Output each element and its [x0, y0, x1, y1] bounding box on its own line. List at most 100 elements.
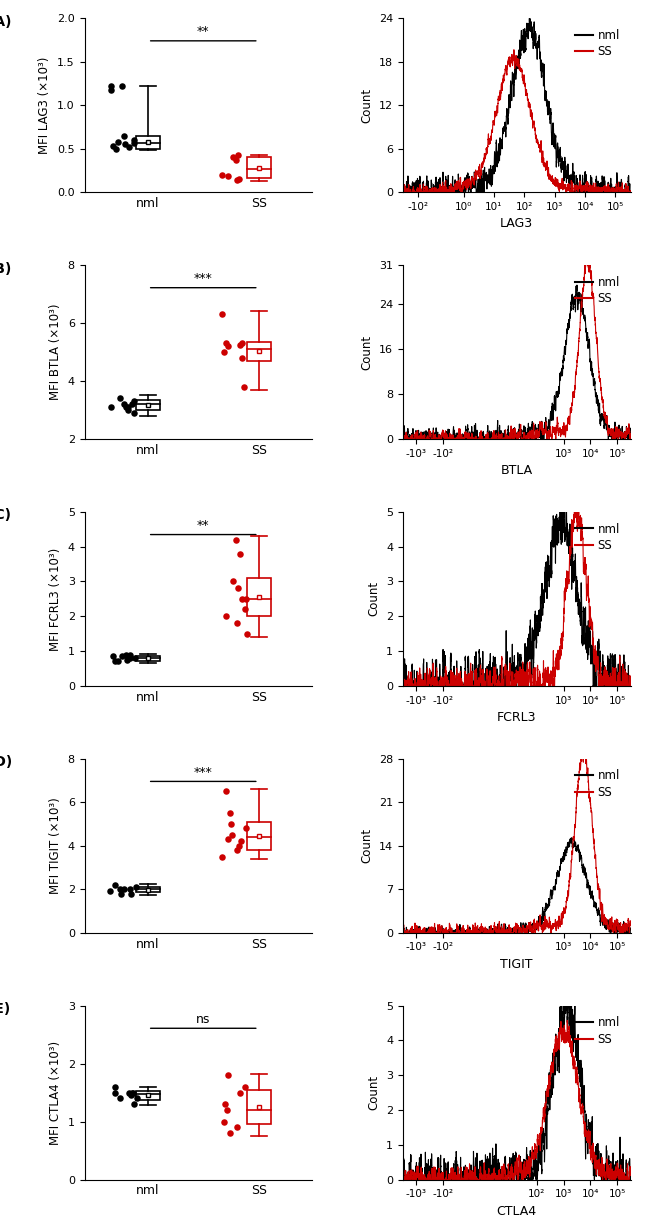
Point	[231, 170, 242, 190]
Point	[236, 832, 246, 851]
Point	[124, 400, 134, 420]
Point	[222, 829, 233, 849]
Point	[217, 305, 228, 325]
Point	[221, 333, 231, 353]
Text: (A): (A)	[0, 15, 12, 29]
Point	[233, 579, 243, 598]
Point	[125, 879, 135, 899]
Point	[108, 647, 118, 666]
Point	[228, 147, 239, 167]
Y-axis label: MFI LAG3 (×10³): MFI LAG3 (×10³)	[38, 56, 51, 154]
Point	[240, 599, 250, 619]
Point	[112, 133, 123, 152]
Point	[223, 167, 233, 186]
Legend: nml, SS: nml, SS	[570, 518, 625, 557]
Point	[232, 840, 242, 860]
Point	[106, 80, 116, 100]
Point	[235, 336, 245, 355]
Point	[120, 135, 130, 154]
Y-axis label: Count: Count	[361, 88, 374, 123]
Point	[120, 398, 131, 417]
Y-axis label: Count: Count	[361, 828, 374, 863]
Point	[122, 398, 133, 417]
Y-axis label: MFI TIGIT (×10³): MFI TIGIT (×10³)	[49, 798, 62, 894]
Point	[222, 1065, 233, 1085]
Point	[112, 652, 123, 671]
Legend: nml, SS: nml, SS	[570, 1012, 625, 1051]
Point	[221, 782, 231, 801]
Point	[124, 137, 134, 157]
Point	[116, 884, 126, 903]
X-axis label: TIGIT: TIGIT	[500, 958, 533, 970]
Y-axis label: Count: Count	[368, 1075, 381, 1110]
Text: (D): (D)	[0, 755, 13, 770]
Text: (E): (E)	[0, 1002, 11, 1017]
Point	[106, 398, 116, 417]
Point	[234, 837, 244, 856]
Point	[126, 884, 136, 903]
Point	[110, 1083, 120, 1103]
Point	[125, 648, 135, 668]
Point	[110, 652, 120, 671]
Bar	[246, 822, 271, 850]
Y-axis label: MFI BTLA (×10³): MFI BTLA (×10³)	[49, 304, 62, 400]
Point	[240, 590, 251, 609]
Bar	[136, 655, 160, 660]
Point	[227, 826, 237, 845]
X-axis label: LAG3: LAG3	[500, 218, 533, 230]
Point	[110, 876, 120, 895]
X-axis label: FCRL3: FCRL3	[497, 711, 536, 724]
Point	[240, 1077, 250, 1097]
Legend: nml, SS: nml, SS	[570, 271, 625, 310]
Point	[235, 1083, 245, 1103]
Point	[120, 644, 131, 664]
Bar	[246, 157, 271, 179]
Point	[240, 818, 251, 838]
Bar	[136, 886, 160, 893]
X-axis label: CTLA4: CTLA4	[497, 1205, 537, 1216]
Bar	[246, 1090, 271, 1125]
Point	[223, 337, 233, 356]
Point	[115, 1088, 125, 1108]
Point	[118, 126, 129, 146]
Point	[127, 1083, 137, 1103]
Point	[219, 342, 229, 361]
Point	[231, 614, 242, 634]
Point	[110, 1077, 120, 1097]
Point	[231, 530, 241, 550]
Point	[114, 879, 125, 899]
Text: (C): (C)	[0, 508, 12, 523]
Point	[127, 1083, 138, 1103]
Point	[216, 846, 227, 866]
Point	[231, 151, 241, 170]
Point	[224, 1124, 235, 1143]
Point	[129, 392, 139, 411]
Point	[108, 136, 118, 156]
Point	[234, 169, 244, 188]
Text: ***: ***	[194, 766, 213, 778]
Point	[222, 1100, 233, 1120]
Point	[126, 1086, 136, 1105]
Text: **: **	[197, 26, 209, 38]
Text: **: **	[197, 519, 209, 531]
Point	[130, 648, 140, 668]
Y-axis label: MFI FCRL3 (×10³): MFI FCRL3 (×10³)	[49, 547, 62, 651]
Text: ***: ***	[194, 272, 213, 285]
Point	[129, 133, 139, 152]
Bar	[246, 342, 271, 361]
Point	[117, 647, 127, 666]
Bar	[136, 400, 160, 410]
Point	[218, 1111, 229, 1131]
Point	[111, 139, 121, 158]
Point	[224, 804, 235, 823]
Y-axis label: MFI CTLA4 (×10³): MFI CTLA4 (×10³)	[49, 1041, 62, 1144]
Point	[125, 644, 135, 664]
Point	[220, 1094, 230, 1114]
Point	[232, 1118, 242, 1137]
Point	[129, 1094, 140, 1114]
Point	[131, 877, 141, 896]
Point	[227, 572, 238, 591]
Point	[239, 377, 249, 396]
Point	[119, 394, 129, 413]
Point	[235, 544, 245, 563]
